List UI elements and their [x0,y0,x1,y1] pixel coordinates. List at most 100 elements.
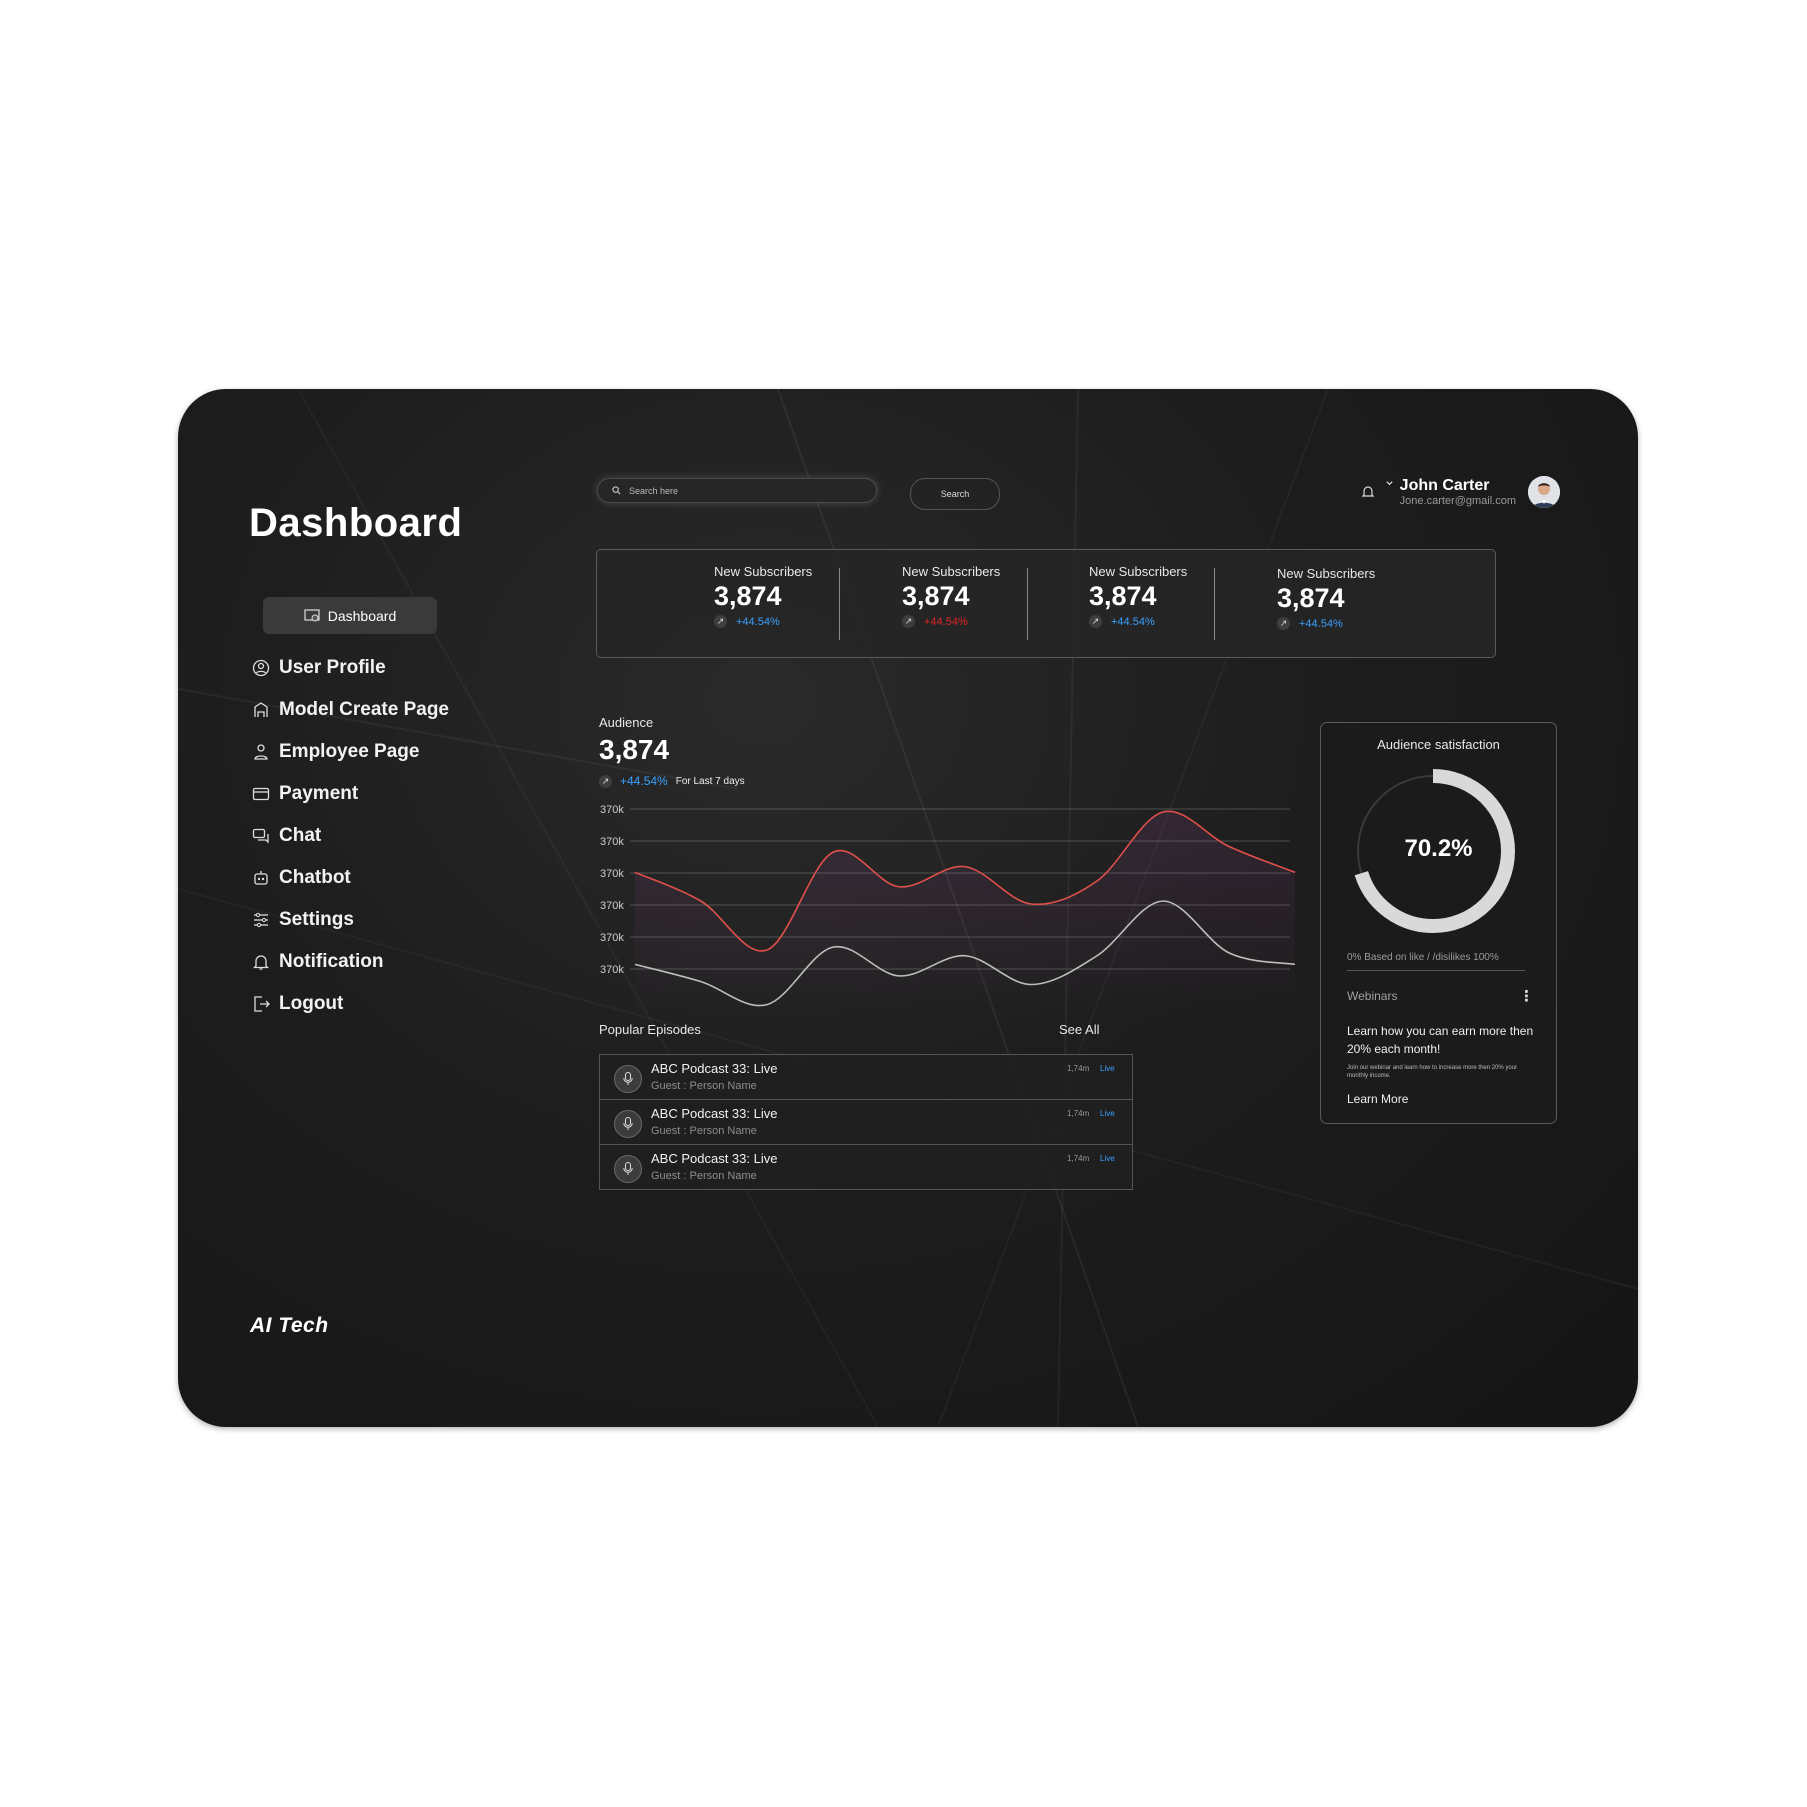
satisfaction-percent: 70.2% [1404,835,1473,862]
payment-icon [252,787,270,801]
stat-label: New Subscribers [714,564,813,579]
sidebar-item-user-profile[interactable]: User Profile [252,657,386,679]
audience-label: Audience [599,715,654,730]
y-tick-label: 370k [600,964,624,976]
y-tick-label: 370k [600,836,624,848]
sidebar-item-chat[interactable]: Chat [252,825,321,847]
stat-card: New Subscribers 3,874 ↗ +44.54% [1089,564,1187,628]
satisfaction-title: Audience satisfaction [1377,737,1500,752]
search-input[interactable] [627,484,851,497]
divider [1027,568,1028,640]
webinars-title: Webinars [1347,989,1398,1003]
employee-icon [254,744,268,760]
stat-change: ↗ +44.54% [902,615,1000,628]
sidebar-item-label: User Profile [279,657,386,678]
episode-plays: 1,74m [1067,1109,1090,1118]
series-area [635,811,1295,1019]
chatbot-icon [254,871,268,885]
sidebar-item-label: Model Create Page [279,699,449,720]
logout-icon [254,996,270,1012]
stat-change: ↗ +44.54% [1277,617,1375,630]
stat-change-text: +44.54% [736,615,780,628]
brand-logo: AI Tech [250,1314,329,1337]
search-bar[interactable] [597,478,877,503]
sidebar-item-label: Settings [279,909,354,930]
series-line-1 [634,810,1296,952]
stat-value: 3,874 [714,581,782,611]
sidebar-item-model-create-page[interactable]: Model Create Page [252,699,449,721]
stat-card: New Subscribers 3,874 ↗ +44.54% [714,564,812,628]
episode-guest: Guest : Person Name [651,1125,757,1137]
y-tick-label: 370k [600,868,624,880]
episode-guest: Guest : Person Name [651,1170,757,1182]
sidebar-item-label: Chat [279,825,322,846]
webinar-headline: Learn how you can earn more then 20% eac… [1347,1024,1534,1056]
y-tick-label: 370k [600,900,624,912]
microphone-icon [614,1065,642,1093]
satisfaction-note: 0% Based on like / /disilikes 100% [1347,952,1499,963]
dashboard-window: Dashboard Dashboard User Profile Model C… [178,389,1638,1427]
search-icon [612,486,621,495]
sidebar-item-logout[interactable]: Logout [252,993,343,1015]
divider [839,568,840,640]
y-tick-label: 370k [600,804,624,816]
sidebar-item-dashboard[interactable]: Dashboard [263,597,437,634]
sidebar-item-employee-page[interactable]: Employee Page [252,741,419,763]
sidebar-item-label: Logout [279,993,344,1014]
bell-icon[interactable] [1361,485,1375,499]
audience-change: ↗ +44.54% For Last 7 days [599,774,745,788]
sidebar-item-label: Notification [279,951,384,972]
stat-value: 3,874 [902,581,970,611]
sidebar-item-label: Employee Page [279,741,420,762]
stat-value: 3,874 [1089,581,1157,611]
audience-line-chart: 370k 370k 370k 370k 370k 370k [600,804,1296,1019]
microphone-icon [614,1155,642,1183]
series-line-2 [634,900,1296,1007]
sidebar-item-chatbot[interactable]: Chatbot [252,867,351,889]
stat-card: New Subscribers 3,874 ↗ +44.54% [1277,566,1375,630]
stat-change-text: +44.54% [1299,617,1343,630]
satisfaction-donut [1351,769,1515,933]
stat-change-text: +44.54% [1111,615,1155,628]
sidebar-item-label: Payment [279,783,359,804]
arrow-up-right-icon: ↗ [1277,617,1290,630]
episode-title: ABC Podcast 33: Live [651,1061,778,1076]
search-button[interactable]: Search [910,478,1000,510]
live-badge: Live [1100,1064,1115,1073]
stats-panel: New Subscribers 3,874 ↗ +44.54% New Subs… [596,549,1496,658]
arrow-up-right-icon: ↗ [902,615,915,628]
bell-icon [252,955,270,970]
learn-more-link[interactable]: Learn More [1347,1092,1409,1106]
popular-episodes-title: Popular Episodes [599,1022,701,1037]
sidebar-item-label: Dashboard [327,607,397,624]
sidebar-item-label: Chatbot [279,867,351,888]
stat-card: New Subscribers 3,874 ↗ +44.54% [902,564,1000,628]
stat-label: New Subscribers [1277,566,1376,581]
episode-plays: 1,74m [1067,1064,1090,1073]
microphone-icon [614,1110,642,1138]
sliders-icon [254,912,268,928]
model-icon [254,702,268,717]
episode-item[interactable]: ABC Podcast 33: Live Guest : Person Name… [599,1054,1133,1100]
y-tick-label: 370k [600,932,624,944]
see-all-link[interactable]: See All [1059,1022,1100,1037]
sidebar-item-settings[interactable]: Settings [252,909,354,931]
stat-label: New Subscribers [902,564,1001,579]
dashboard-icon [304,608,320,621]
episode-plays: 1,74m [1067,1154,1090,1163]
chevron-down-icon[interactable] [1385,479,1394,488]
more-options-icon[interactable]: ⋮ [1519,988,1534,1005]
sidebar-item-notification[interactable]: Notification [252,951,384,973]
stat-value: 3,874 [1277,583,1345,613]
satisfaction-arc [1351,769,1515,933]
episode-item[interactable]: ABC Podcast 33: Live Guest : Person Name… [599,1145,1133,1190]
live-badge: Live [1100,1109,1115,1118]
arrow-up-right-icon: ↗ [1089,615,1102,628]
audience-change-text: +44.54% [620,774,668,788]
user-menu[interactable]: John Carter Jone.carter@gmail.com [1361,476,1560,508]
stat-change: ↗ +44.54% [1089,615,1187,628]
sidebar-item-payment[interactable]: Payment [252,783,358,805]
episode-title: ABC Podcast 33: Live [651,1106,778,1121]
episode-item[interactable]: ABC Podcast 33: Live Guest : Person Name… [599,1100,1133,1145]
avatar[interactable] [1528,476,1560,508]
